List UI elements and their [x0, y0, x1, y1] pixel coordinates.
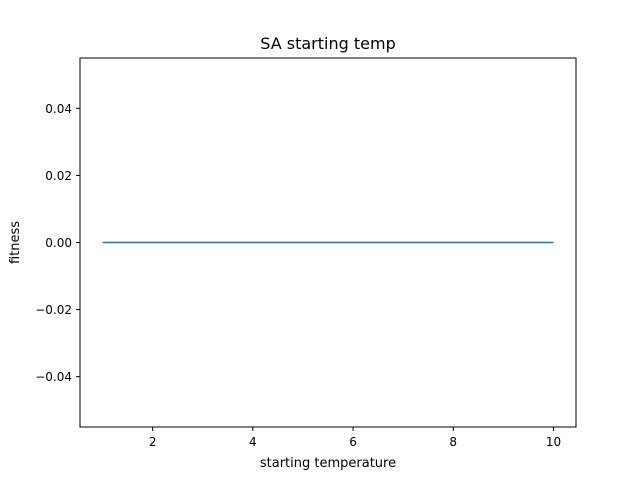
ticks: 2 4 6 8 10 −0.04 −0.02 0.00 0.02 0.04	[35, 102, 561, 449]
x-tick-label: 8	[449, 435, 457, 449]
y-axis-label: fitness	[8, 221, 23, 264]
x-tick-label: 2	[149, 435, 157, 449]
chart-title: SA starting temp	[260, 34, 395, 53]
y-tick-label: 0.00	[45, 236, 72, 250]
x-tick-label: 6	[349, 435, 357, 449]
y-tick-label: −0.02	[35, 303, 72, 317]
y-tick-label: 0.02	[45, 169, 72, 183]
axes-frame	[79, 57, 577, 428]
y-tick-label: −0.04	[35, 370, 72, 384]
x-axis-label: starting temperature	[260, 456, 396, 471]
x-tick-label: 4	[249, 435, 257, 449]
x-tick-label: 10	[546, 435, 561, 449]
y-tick-label: 0.04	[45, 102, 72, 116]
